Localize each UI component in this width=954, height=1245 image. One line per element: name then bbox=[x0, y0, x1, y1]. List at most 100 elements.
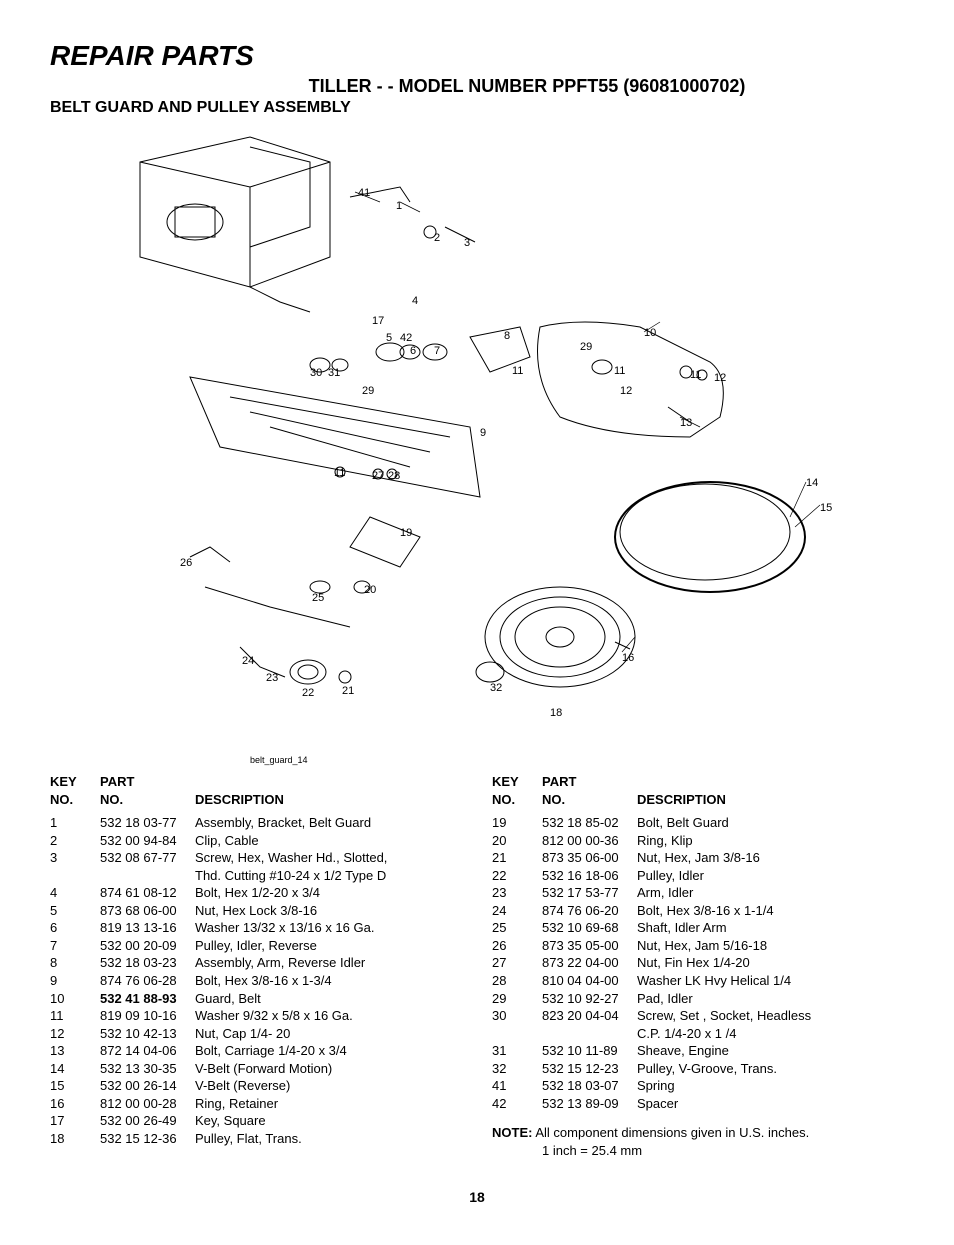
table-row: 23532 17 53-77Arm, Idler bbox=[492, 884, 904, 902]
description: Bolt, Hex 1/2-20 x 3/4 bbox=[195, 884, 462, 902]
table-row: 28810 04 04-00Washer LK Hvy Helical 1/4 bbox=[492, 972, 904, 990]
description: V-Belt (Forward Motion) bbox=[195, 1060, 462, 1078]
part-no: 532 10 42-13 bbox=[100, 1025, 195, 1043]
part-no: 532 00 20-09 bbox=[100, 937, 195, 955]
key-no: 17 bbox=[50, 1112, 100, 1130]
description: Spacer bbox=[637, 1095, 904, 1113]
table-row: 32532 15 12-23Pulley, V-Groove, Trans. bbox=[492, 1060, 904, 1078]
callout-number: 32 bbox=[490, 682, 502, 694]
callout-number: 28 bbox=[388, 470, 400, 482]
description: Sheave, Engine bbox=[637, 1042, 904, 1060]
table-row: 42532 13 89-09Spacer bbox=[492, 1095, 904, 1113]
description: Pulley, V-Groove, Trans. bbox=[637, 1060, 904, 1078]
table-row: 16812 00 00-28Ring, Retainer bbox=[50, 1095, 462, 1113]
description: Nut, Fin Hex 1/4-20 bbox=[637, 954, 904, 972]
part-no: 532 08 67-77 bbox=[100, 849, 195, 867]
callout-number: 20 bbox=[364, 584, 376, 596]
key-no: 11 bbox=[50, 1007, 100, 1025]
table-row: 24874 76 06-20Bolt, Hex 3/8-16 x 1-1/4 bbox=[492, 902, 904, 920]
callout-number: 11 bbox=[334, 467, 345, 479]
part-no: 874 61 08-12 bbox=[100, 884, 195, 902]
note-text: All component dimensions given in U.S. i… bbox=[535, 1125, 809, 1140]
table-row: 5873 68 06-00Nut, Hex Lock 3/8-16 bbox=[50, 902, 462, 920]
description: Washer 9/32 x 5/8 x 16 Ga. bbox=[195, 1007, 462, 1025]
callout-number: 11 bbox=[690, 369, 701, 381]
table-row: 41532 18 03-07Spring bbox=[492, 1077, 904, 1095]
part-no: 532 18 03-23 bbox=[100, 954, 195, 972]
part-no: 532 17 53-77 bbox=[542, 884, 637, 902]
key-no: 15 bbox=[50, 1077, 100, 1095]
key-no: 32 bbox=[492, 1060, 542, 1078]
header-desc: DESCRIPTION bbox=[195, 791, 462, 809]
header-key-2: NO. bbox=[50, 791, 100, 809]
key-no: 28 bbox=[492, 972, 542, 990]
table-header: KEY NO. PART NO. DESCRIPTION bbox=[50, 773, 462, 808]
parts-columns: KEY NO. PART NO. DESCRIPTION 1532 18 03-… bbox=[50, 773, 904, 1159]
callout-number: 11 bbox=[512, 365, 523, 377]
table-row: 1532 18 03-77Assembly, Bracket, Belt Gua… bbox=[50, 814, 462, 832]
part-no: 532 18 85-02 bbox=[542, 814, 637, 832]
part-no: 873 35 06-00 bbox=[542, 849, 637, 867]
description: Bolt, Belt Guard bbox=[637, 814, 904, 832]
callout-number: 26 bbox=[180, 557, 192, 569]
description: Ring, Klip bbox=[637, 832, 904, 850]
key-no: 14 bbox=[50, 1060, 100, 1078]
part-no: 873 22 04-00 bbox=[542, 954, 637, 972]
description: Assembly, Arm, Reverse Idler bbox=[195, 954, 462, 972]
callout-number: 8 bbox=[504, 330, 510, 342]
callout-number: 23 bbox=[266, 672, 278, 684]
callout-number: 24 bbox=[242, 655, 254, 667]
description-cont: C.P. 1/4-20 x 1 /4 bbox=[637, 1025, 904, 1043]
description: Nut, Hex, Jam 3/8-16 bbox=[637, 849, 904, 867]
callout-number: 30 bbox=[310, 367, 322, 379]
key-no: 7 bbox=[50, 937, 100, 955]
table-row: 8532 18 03-23Assembly, Arm, Reverse Idle… bbox=[50, 954, 462, 972]
table-row: 4874 61 08-12Bolt, Hex 1/2-20 x 3/4 bbox=[50, 884, 462, 902]
table-row: 2532 00 94-84Clip, Cable bbox=[50, 832, 462, 850]
key-no: 30 bbox=[492, 1007, 542, 1025]
callout-number: 41 bbox=[358, 187, 370, 199]
part-no: 532 18 03-07 bbox=[542, 1077, 637, 1095]
callout-number: 42 bbox=[400, 332, 412, 344]
table-row: 27873 22 04-00Nut, Fin Hex 1/4-20 bbox=[492, 954, 904, 972]
description: Key, Square bbox=[195, 1112, 462, 1130]
description: V-Belt (Reverse) bbox=[195, 1077, 462, 1095]
table-row: 12532 10 42-13Nut, Cap 1/4- 20 bbox=[50, 1025, 462, 1043]
key-no: 6 bbox=[50, 919, 100, 937]
callout-number: 15 bbox=[820, 502, 832, 514]
key-no: 10 bbox=[50, 990, 100, 1008]
table-row: 21873 35 06-00Nut, Hex, Jam 3/8-16 bbox=[492, 849, 904, 867]
callout-number: 2 bbox=[434, 232, 440, 244]
callout-number: 1 bbox=[396, 200, 402, 212]
header-desc: DESCRIPTION bbox=[637, 791, 904, 809]
part-no: 819 09 10-16 bbox=[100, 1007, 195, 1025]
header-key-1: KEY bbox=[50, 773, 100, 791]
key-no: 42 bbox=[492, 1095, 542, 1113]
key-no: 1 bbox=[50, 814, 100, 832]
callout-number: 29 bbox=[580, 341, 592, 353]
part-no: 812 00 00-28 bbox=[100, 1095, 195, 1113]
part-no: 873 35 05-00 bbox=[542, 937, 637, 955]
assembly-title: BELT GUARD AND PULLEY ASSEMBLY bbox=[50, 99, 904, 117]
description: Pulley, Idler, Reverse bbox=[195, 937, 462, 955]
table-row: 6819 13 13-16Washer 13/32 x 13/16 x 16 G… bbox=[50, 919, 462, 937]
part-no: 810 04 04-00 bbox=[542, 972, 637, 990]
description: Screw, Set , Socket, Headless bbox=[637, 1007, 904, 1025]
diagram-svg bbox=[50, 127, 904, 767]
key-no: 2 bbox=[50, 832, 100, 850]
callout-number: 29 bbox=[362, 385, 374, 397]
header-part-1: PART bbox=[100, 773, 195, 791]
key-no: 26 bbox=[492, 937, 542, 955]
callout-number: 13 bbox=[680, 417, 692, 429]
table-row: 3532 08 67-77Screw, Hex, Washer Hd., Slo… bbox=[50, 849, 462, 867]
part-no: 532 10 11-89 bbox=[542, 1042, 637, 1060]
description: Nut, Cap 1/4- 20 bbox=[195, 1025, 462, 1043]
part-no: 874 76 06-20 bbox=[542, 902, 637, 920]
part-no: 873 68 06-00 bbox=[100, 902, 195, 920]
callout-number: 18 bbox=[550, 707, 562, 719]
callout-number: 17 bbox=[372, 315, 384, 327]
header-key-1: KEY bbox=[492, 773, 542, 791]
table-row: 22532 16 18-06Pulley, Idler bbox=[492, 867, 904, 885]
description: Nut, Hex Lock 3/8-16 bbox=[195, 902, 462, 920]
key-no: 5 bbox=[50, 902, 100, 920]
